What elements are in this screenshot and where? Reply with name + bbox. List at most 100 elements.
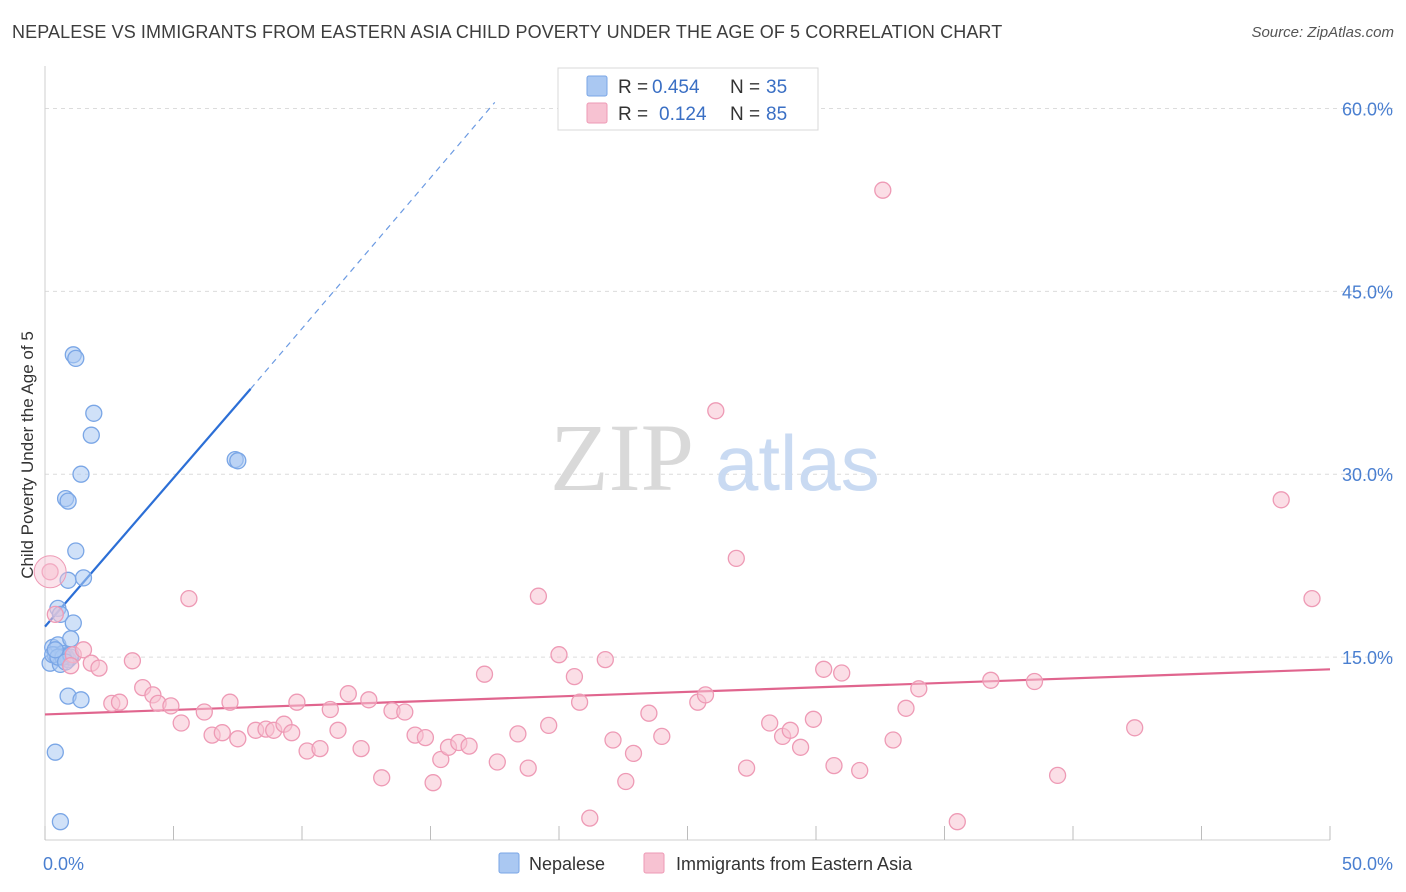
point-eastern-asia <box>640 704 658 722</box>
point-eastern-asia <box>540 716 558 735</box>
trend-line-eastern-asia <box>44 668 1331 716</box>
legend-n-value-1: 35 <box>766 77 787 98</box>
point-eastern-asia <box>288 693 306 711</box>
legend-swatch-eastern-asia <box>586 102 608 124</box>
point-eastern-asia <box>432 750 450 769</box>
bottom-legend-label-nepalese: Nepalese <box>529 854 605 874</box>
legend-r-label-2: R = <box>618 104 648 125</box>
point-eastern-asia <box>162 697 180 715</box>
legend-r-label-1: R = <box>618 77 648 98</box>
point-eastern-asia <box>550 646 568 664</box>
legend-n-label-1: N = <box>730 77 760 98</box>
point-eastern-asia <box>617 772 635 791</box>
point-eastern-asia <box>884 731 902 749</box>
y-tick-label: 15.0% <box>1342 648 1393 668</box>
point-eastern-asia <box>373 769 391 787</box>
point-eastern-asia <box>529 587 548 605</box>
point-eastern-asia <box>781 721 799 739</box>
point-eastern-asia <box>874 181 892 199</box>
point-eastern-asia <box>707 402 725 420</box>
point-nepalese <box>46 641 64 659</box>
point-eastern-asia <box>604 731 622 749</box>
point-eastern-asia <box>46 605 64 624</box>
point-eastern-asia <box>653 727 671 746</box>
y-tick-label: 60.0% <box>1342 99 1393 119</box>
point-eastern-asia <box>804 710 823 728</box>
trend-lines <box>44 101 1331 716</box>
point-eastern-asia <box>596 650 614 669</box>
point-eastern-asia <box>1025 672 1044 691</box>
legend-swatch-nepalese <box>586 75 608 97</box>
point-eastern-asia <box>339 685 357 703</box>
point-nepalese <box>46 743 64 761</box>
point-eastern-asia <box>897 699 915 717</box>
point-nepalese <box>64 614 82 632</box>
watermark-zip: ZIP <box>550 404 694 511</box>
point-nepalese <box>67 349 85 368</box>
point-eastern-asia <box>727 549 745 568</box>
x-tick-label: 0.0% <box>43 854 84 874</box>
bottom-legend: Nepalese Immigrants from Eastern Asia <box>498 852 913 874</box>
point-eastern-asia <box>1126 719 1144 737</box>
point-eastern-asia <box>833 664 851 682</box>
legend-r-value-2: 0.124 <box>659 104 707 125</box>
point-eastern-asia <box>565 667 584 686</box>
legend-r-value-1: 0.454 <box>652 77 700 98</box>
point-eastern-asia <box>982 671 1000 689</box>
point-nepalese <box>72 691 90 709</box>
point-eastern-asia-cluster <box>33 555 67 589</box>
y-axis-title: Child Poverty Under the Age of 5 <box>18 331 37 579</box>
point-nepalese <box>51 813 70 831</box>
point-eastern-asia <box>761 714 779 732</box>
point-eastern-asia <box>221 693 239 711</box>
point-eastern-asia <box>737 759 756 777</box>
point-nepalese <box>62 630 80 648</box>
point-eastern-asia <box>352 739 370 758</box>
point-eastern-asia <box>624 744 643 763</box>
x-tick-labels: 0.0% 50.0% <box>43 854 1393 874</box>
point-nepalese <box>74 569 93 587</box>
point-eastern-asia <box>851 761 869 780</box>
chart-title: NEPALESE VS IMMIGRANTS FROM EASTERN ASIA… <box>12 22 1003 42</box>
bottom-legend-swatch-eastern-asia <box>643 852 665 874</box>
x-tick-label: 50.0% <box>1342 854 1393 874</box>
point-eastern-asia <box>172 714 190 732</box>
point-eastern-asia <box>311 739 329 758</box>
watermark: ZIP atlas <box>550 404 880 511</box>
trend-line-nepalese-extension <box>250 101 496 390</box>
point-eastern-asia <box>41 563 59 581</box>
point-eastern-asia <box>74 641 93 659</box>
point-nepalese <box>67 542 85 560</box>
point-eastern-asia <box>416 728 435 747</box>
point-eastern-asia <box>509 725 527 743</box>
point-eastern-asia <box>424 774 442 792</box>
legend: R = 0.454 N = 35 R = 0.124 N = 85 <box>557 67 819 131</box>
data-points <box>33 181 1321 831</box>
point-eastern-asia <box>1048 766 1067 785</box>
bottom-legend-label-eastern-asia: Immigrants from Eastern Asia <box>676 854 913 874</box>
point-eastern-asia <box>815 660 833 678</box>
point-eastern-asia <box>321 700 339 719</box>
legend-n-label-2: N = <box>730 104 760 125</box>
point-nepalese <box>72 465 90 483</box>
axes <box>44 66 1331 841</box>
point-eastern-asia <box>110 693 129 711</box>
point-nepalese <box>85 404 103 422</box>
legend-n-value-2: 85 <box>766 104 787 125</box>
point-nepalese <box>229 452 247 470</box>
point-eastern-asia <box>948 813 966 831</box>
trend-line-nepalese <box>44 388 252 628</box>
point-nepalese <box>59 492 77 510</box>
point-eastern-asia <box>488 753 506 771</box>
watermark-atlas: atlas <box>715 419 880 507</box>
point-eastern-asia <box>825 756 843 775</box>
point-eastern-asia <box>1272 491 1290 509</box>
point-eastern-asia <box>180 589 198 608</box>
point-eastern-asia <box>910 680 928 698</box>
point-eastern-asia <box>396 703 414 721</box>
point-eastern-asia <box>519 759 537 777</box>
point-eastern-asia <box>123 652 142 670</box>
point-eastern-asia <box>791 738 810 756</box>
point-eastern-asia <box>570 693 589 711</box>
point-eastern-asia <box>329 721 347 739</box>
